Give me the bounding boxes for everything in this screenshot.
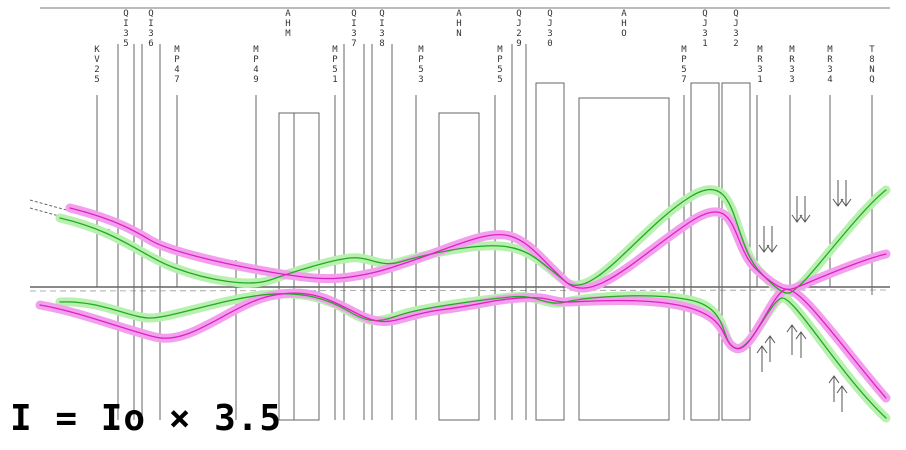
element-labels: K V 2 5 Q I 3 5 Q I 3 6 M P 4 7 M P 4 9 A H M M P 5 1 Q I 3 7 Q I 3 8 M P 5 3 A… [94,9,875,85]
intensity-formula: I = Io × 3.5 [10,398,283,439]
dipole-aho [578,97,670,421]
annotation-arrows [756,180,852,412]
envelope-bands [35,185,891,423]
arrow-down-icon [758,226,778,253]
magenta-line-lower [39,288,887,399]
quad-qj31 [690,82,720,421]
arrow-up-icon [828,375,848,412]
arrow-up-icon [786,324,807,358]
green-line-upper [59,189,887,294]
magenta-band-lower [35,284,891,403]
dipole-ahn [438,112,480,421]
arrow-down-icon [832,180,852,207]
envelope-lines [39,189,887,419]
arrow-up-icon [756,335,776,372]
arrow-down-icon [791,196,811,223]
magenta-line-upper [69,207,887,290]
beam-axis-dashed [29,289,891,292]
